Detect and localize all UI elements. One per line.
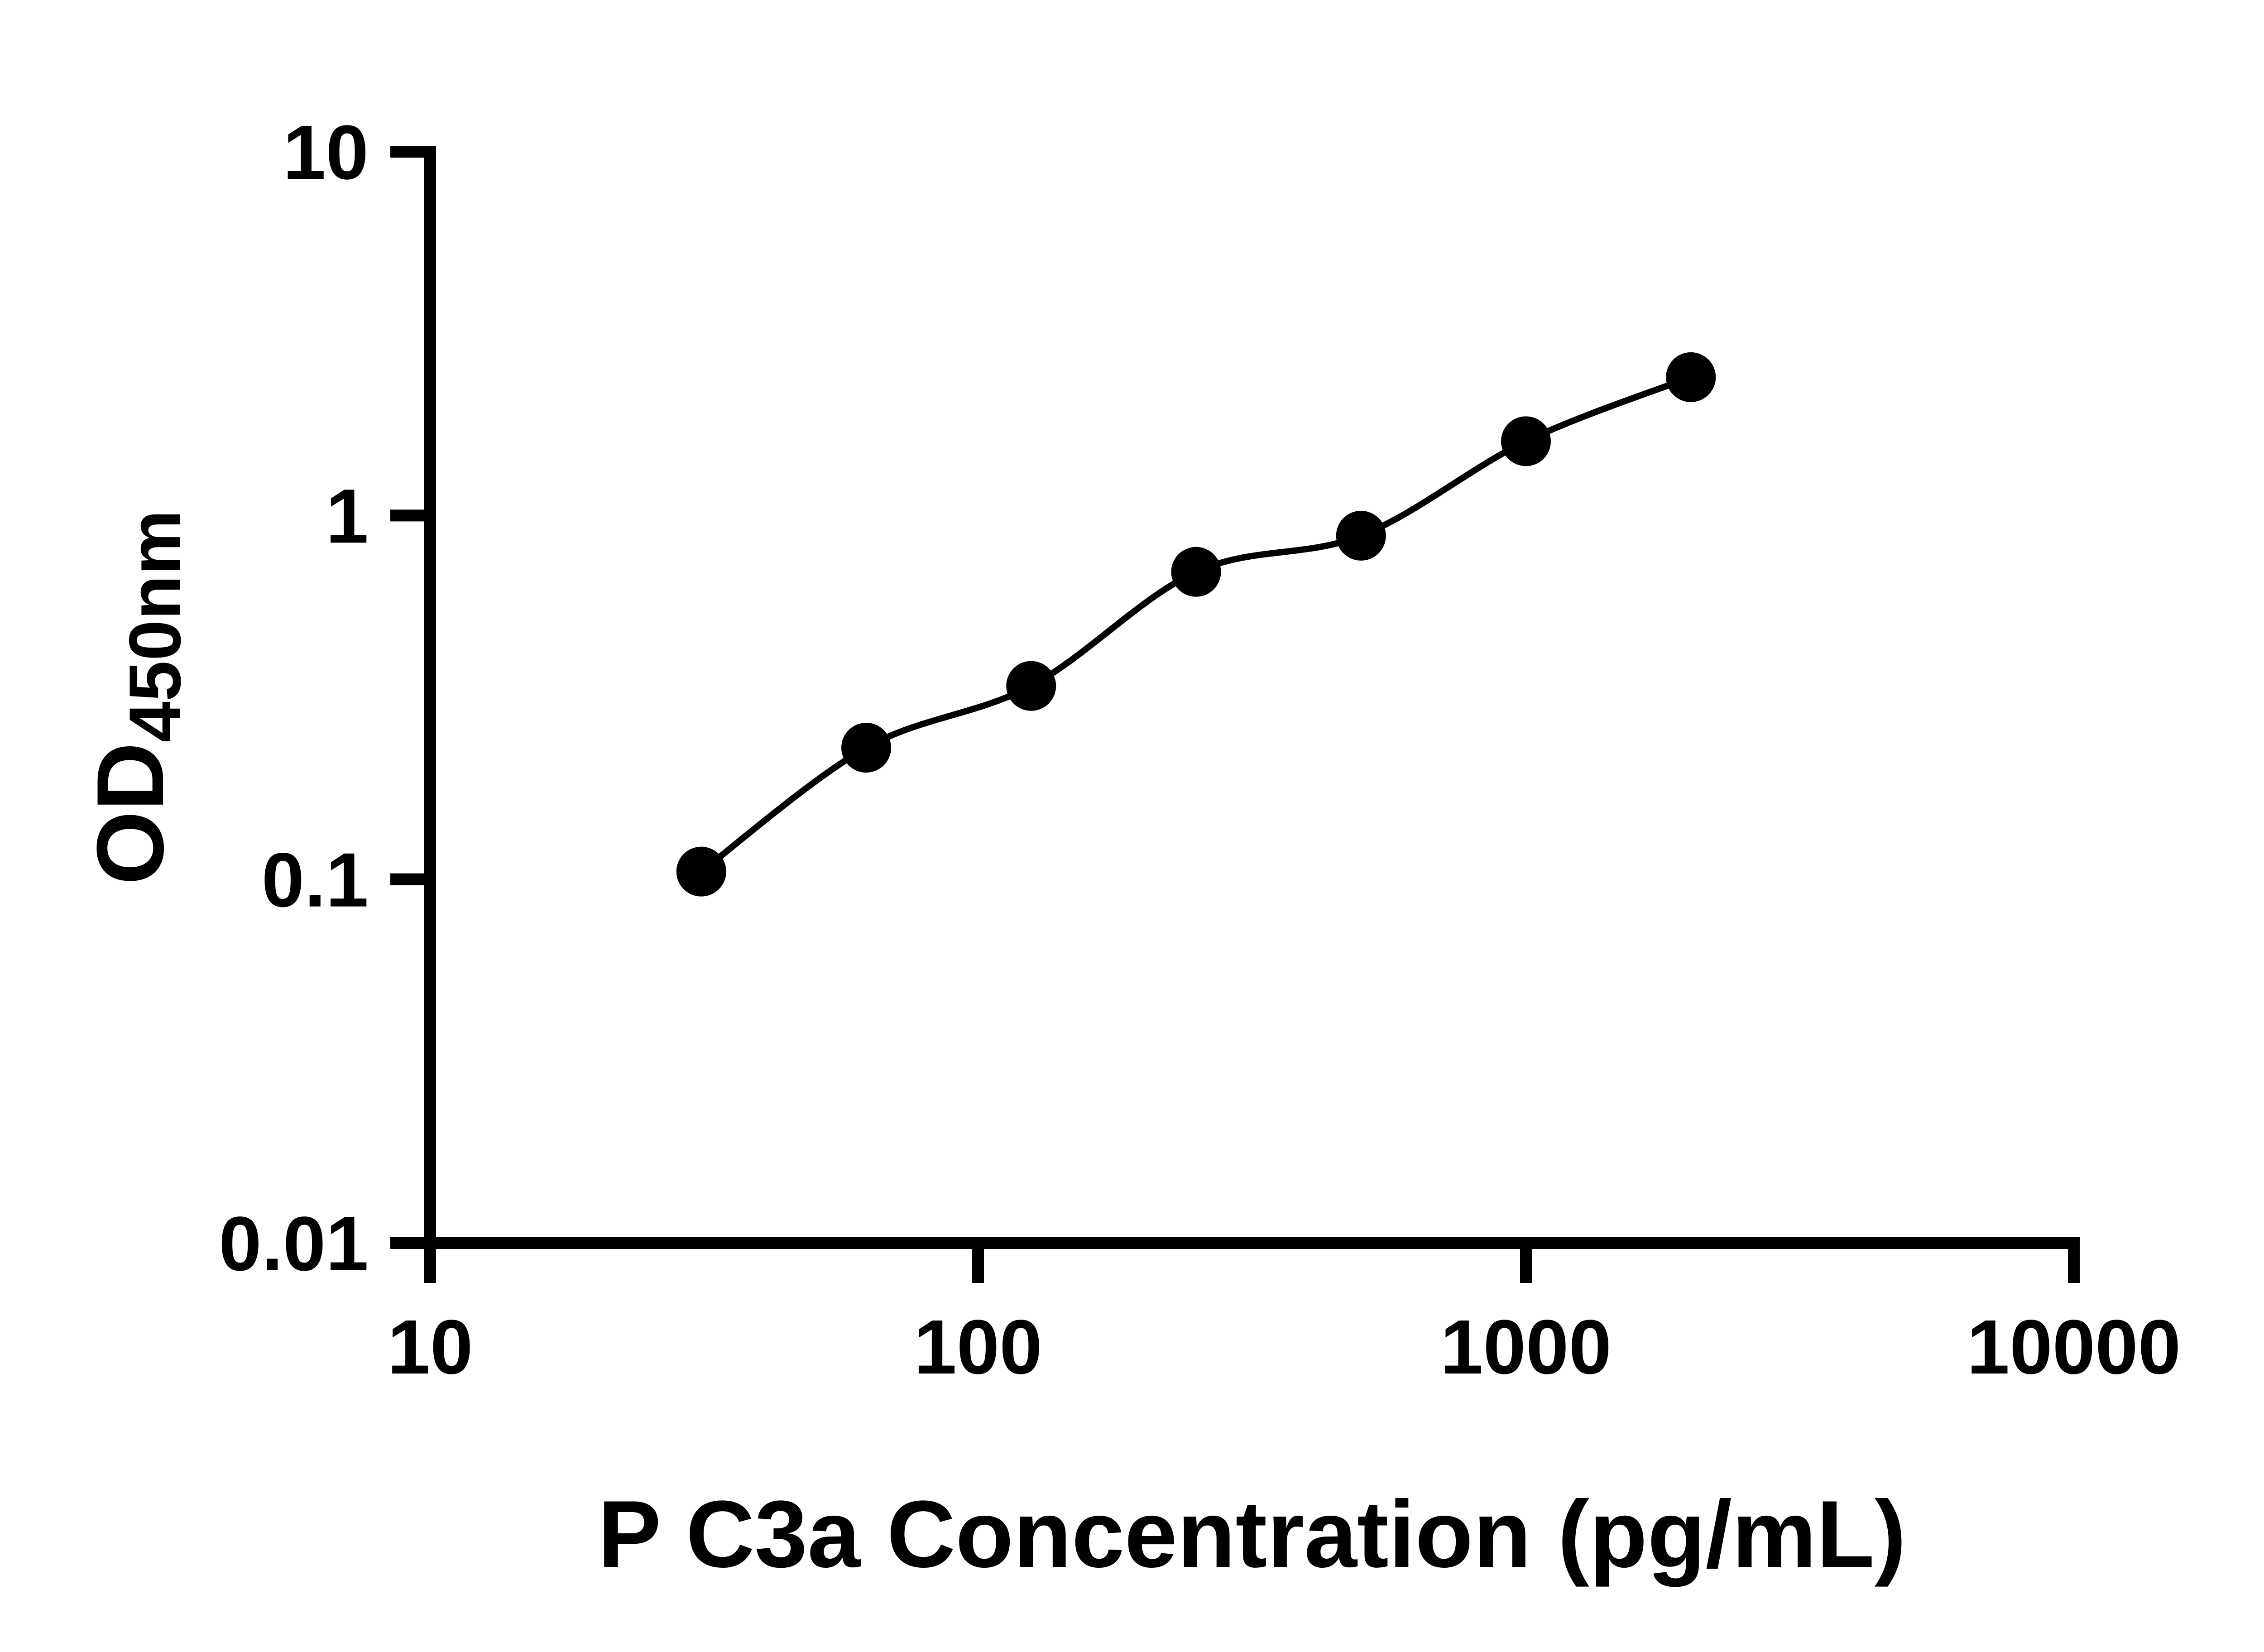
data-point: [1666, 352, 1716, 402]
y-tick-label: 0.01: [219, 1201, 369, 1287]
data-point: [1501, 416, 1551, 466]
data-point: [1006, 661, 1056, 711]
data-point: [676, 846, 726, 897]
y-tick-label: 0.1: [262, 837, 369, 923]
axes-frame: [424, 146, 2080, 1249]
x-tick-label: 100: [914, 1304, 1042, 1390]
x-tick-label: 10: [387, 1304, 473, 1390]
data-point: [841, 723, 892, 773]
y-axis-title: OD450nm: [77, 510, 196, 885]
data-point: [1336, 510, 1386, 561]
data-point: [1171, 547, 1221, 597]
y-tick-label: 10: [283, 110, 369, 196]
x-tick-label: 10000: [1967, 1304, 2181, 1390]
y-tick-label: 1: [326, 473, 369, 559]
y-axis-title-main: OD: [77, 742, 183, 885]
x-tick-label: 1000: [1440, 1304, 1612, 1390]
y-axis-title-subscript: 450nm: [114, 510, 196, 742]
x-axis-title: P C3a Concentration (pg/mL): [598, 1481, 1906, 1587]
